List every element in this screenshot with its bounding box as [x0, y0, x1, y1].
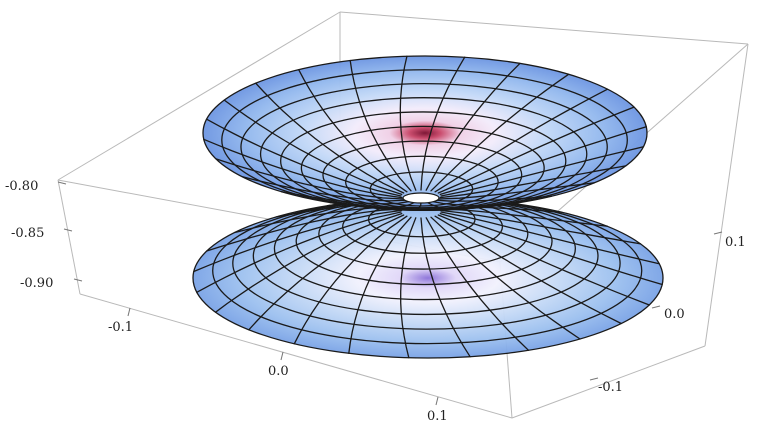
x-tick-label: -0.1	[108, 320, 133, 335]
mesh-spoke	[348, 216, 412, 354]
mesh-spoke	[196, 211, 402, 293]
mesh-spoke	[437, 106, 635, 194]
x-axis: -0.1 0.0 0.1	[108, 307, 448, 424]
y-tick-mark	[651, 305, 661, 309]
box-edge-back-top-left	[57, 11, 341, 181]
mesh-spoke	[329, 201, 417, 208]
x-tick-label: 0.0	[268, 364, 289, 379]
x-tick-mark	[280, 351, 284, 361]
z-tick-mark	[63, 228, 73, 232]
mesh-spoke	[434, 215, 622, 325]
mesh-spoke	[399, 55, 417, 191]
mesh-spoke	[205, 118, 402, 197]
mesh-spoke	[215, 158, 405, 200]
mesh-spoke	[400, 217, 417, 359]
box-edge-back-top-right	[339, 11, 749, 45]
mesh-spoke	[425, 217, 530, 351]
mesh-spoke	[241, 176, 408, 202]
mesh-spoke	[206, 208, 405, 252]
mesh-spoke	[384, 201, 422, 211]
y-tick-label: -0.1	[598, 380, 623, 395]
mesh-spoke	[434, 88, 609, 193]
z-tick-mark	[73, 278, 83, 282]
y-tick-label: 0.1	[725, 235, 746, 250]
mesh-spoke	[223, 99, 403, 196]
mesh-spoke	[193, 209, 403, 273]
mesh-ring	[344, 155, 499, 209]
mesh-spoke	[439, 209, 642, 245]
x-tick-label: 0.1	[427, 409, 448, 424]
mesh-spoke	[298, 69, 408, 193]
surface-throat	[402, 192, 440, 204]
x-tick-mark	[127, 307, 131, 317]
z-tick-mark	[57, 181, 67, 185]
mesh-spoke	[255, 82, 405, 194]
z-tick-label: -0.80	[5, 179, 38, 194]
mesh-ring	[322, 140, 523, 210]
box-edge-right-vertical	[704, 43, 749, 347]
z-tick-label: -0.85	[11, 226, 44, 241]
mesh-spoke	[420, 56, 466, 191]
y-tick-mark	[589, 377, 599, 381]
top-sheet-mesh	[202, 55, 648, 211]
mesh-spoke	[439, 165, 627, 199]
top-sheet-fill	[203, 56, 647, 210]
mesh-spoke	[430, 216, 581, 340]
mesh-spoke	[440, 211, 660, 265]
y-tick-mark	[713, 231, 723, 235]
mesh-spoke	[437, 214, 650, 306]
mesh-spoke	[440, 146, 645, 197]
y-axis: 0.1 0.0 -0.1	[589, 231, 746, 395]
mesh-spoke	[430, 200, 501, 207]
mesh-spoke	[425, 62, 521, 191]
surface-top-sheet	[202, 55, 648, 211]
surface-bottom-sheet	[192, 196, 664, 359]
y-tick-label: 0.0	[664, 307, 685, 322]
mesh-spoke	[434, 195, 552, 202]
mesh-spoke	[293, 215, 408, 345]
mesh-spoke	[437, 182, 595, 200]
box-edge-bottom-right	[511, 345, 706, 419]
mesh-spoke	[420, 217, 471, 358]
mesh-spoke	[437, 208, 608, 227]
z-tick-label: -0.90	[20, 276, 53, 291]
mesh-spoke	[439, 212, 663, 286]
bottom-sheet-fill	[193, 198, 663, 358]
mesh-spoke	[439, 126, 647, 196]
mesh-spoke	[280, 191, 412, 205]
mesh-spoke	[214, 212, 403, 313]
mesh-spoke	[349, 59, 412, 192]
mesh-ring	[202, 55, 648, 211]
mesh-spoke	[425, 201, 448, 211]
z-axis: -0.80 -0.85 -0.90	[5, 179, 83, 291]
x-tick-mark	[435, 396, 439, 406]
mesh-spoke	[430, 73, 570, 192]
box-edge-left-vertical	[57, 179, 81, 295]
mesh-spoke	[203, 138, 403, 199]
box-edge-bottom-left	[79, 293, 513, 419]
mesh-spoke	[248, 214, 405, 331]
